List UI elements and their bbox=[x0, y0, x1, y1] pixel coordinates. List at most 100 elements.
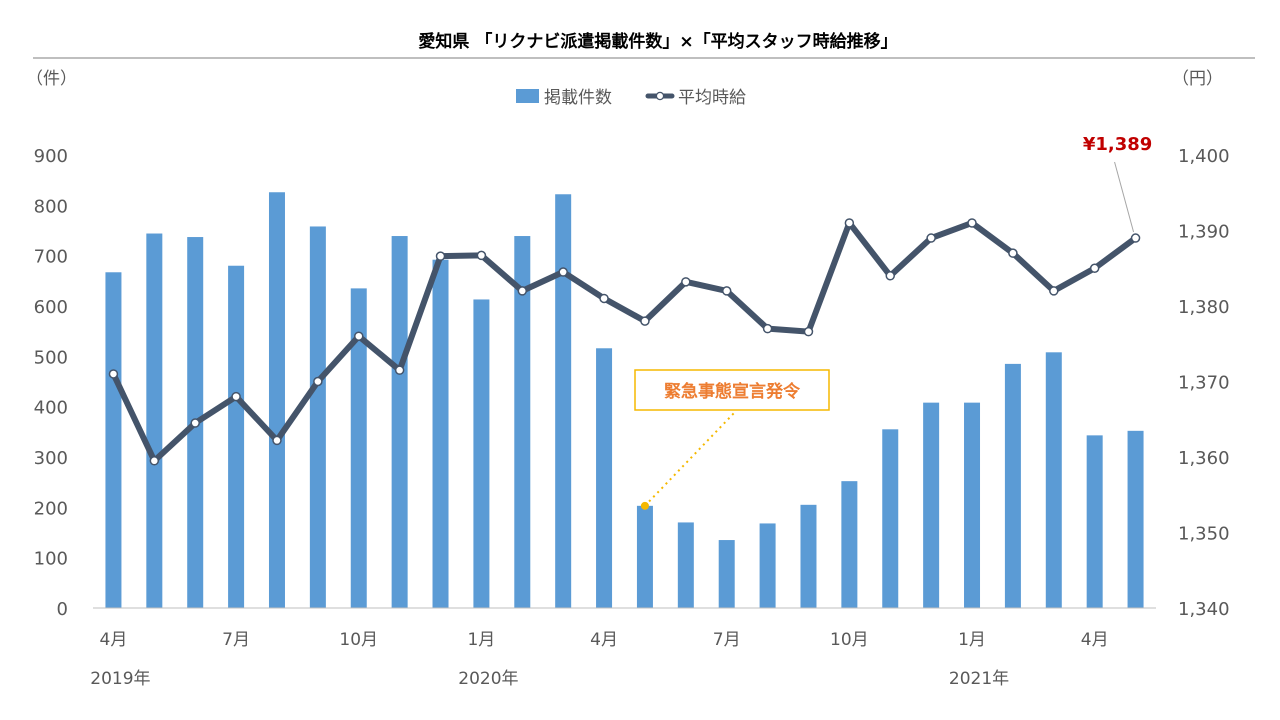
annotations: ¥1,389 緊急事態宣言発令 bbox=[634, 134, 1152, 510]
legend-bar-swatch bbox=[516, 89, 539, 103]
left-tick-label: 600 bbox=[34, 297, 68, 318]
bar bbox=[923, 402, 940, 608]
bar bbox=[636, 505, 653, 608]
line-point bbox=[517, 286, 528, 296]
line-point bbox=[1089, 263, 1100, 273]
line-point bbox=[640, 316, 650, 326]
x-tick-label: 4月 bbox=[590, 630, 618, 650]
bar bbox=[1004, 363, 1021, 608]
line-point bbox=[926, 233, 936, 243]
bar bbox=[105, 272, 122, 608]
callout-label: 緊急事態宣言発令 bbox=[664, 381, 801, 402]
line-point bbox=[681, 277, 691, 287]
left-tick-label: 0 bbox=[57, 599, 68, 620]
bar-series bbox=[105, 192, 1144, 608]
left-tick-label: 400 bbox=[34, 398, 68, 419]
bar bbox=[964, 402, 981, 608]
x-tick-label: 10月 bbox=[339, 630, 378, 650]
bar bbox=[350, 288, 367, 608]
line-point bbox=[394, 365, 405, 375]
bar bbox=[473, 299, 490, 608]
legend: 掲載件数 平均時給 bbox=[516, 88, 746, 108]
callout-box bbox=[634, 369, 830, 411]
bar bbox=[309, 226, 326, 608]
line-series bbox=[108, 218, 1141, 466]
bar bbox=[1127, 430, 1144, 608]
bar bbox=[718, 540, 735, 608]
bar bbox=[800, 504, 817, 608]
legend-line-marker bbox=[655, 91, 665, 101]
line-point bbox=[231, 391, 241, 402]
last-value-label: ¥1,389 bbox=[1083, 134, 1152, 155]
line-point bbox=[1049, 286, 1059, 296]
line-point bbox=[885, 271, 895, 281]
left-axis-ticks: 0 100 200 300 400 500 600 700 800 900 bbox=[34, 146, 68, 620]
right-tick-label: 1,340 bbox=[1178, 599, 1230, 620]
left-axis-unit: （件） bbox=[26, 69, 77, 89]
bar bbox=[432, 259, 449, 608]
right-tick-label: 1,380 bbox=[1178, 297, 1230, 318]
right-tick-label: 1,390 bbox=[1178, 222, 1230, 243]
legend-bar-label: 掲載件数 bbox=[544, 88, 612, 108]
right-tick-label: 1,370 bbox=[1178, 373, 1230, 394]
bar bbox=[759, 523, 776, 608]
right-axis-unit: （円） bbox=[1172, 69, 1223, 89]
bar bbox=[1045, 352, 1062, 608]
x-tick-label: 4月 bbox=[100, 630, 128, 650]
bar bbox=[596, 348, 613, 608]
right-axis-ticks: 1,340 1,350 1,360 1,370 1,380 1,390 1,400 bbox=[1178, 146, 1230, 620]
line-point bbox=[762, 323, 773, 334]
left-tick-label: 200 bbox=[34, 498, 68, 519]
left-tick-label: 100 bbox=[34, 549, 68, 570]
line-point bbox=[476, 250, 487, 261]
x-tick-label: 7月 bbox=[222, 630, 250, 650]
x-tick-label: 7月 bbox=[713, 630, 741, 650]
x-tick-label: 10月 bbox=[830, 630, 869, 650]
line-point bbox=[354, 331, 364, 341]
line-point bbox=[313, 376, 323, 387]
line-point bbox=[967, 218, 977, 228]
line-point bbox=[435, 251, 446, 261]
left-tick-label: 900 bbox=[34, 146, 68, 167]
bar bbox=[146, 233, 163, 608]
bar bbox=[391, 236, 408, 608]
x-tick-label: 1月 bbox=[467, 630, 495, 650]
line-point bbox=[844, 218, 855, 228]
x-tick-label: 4月 bbox=[1081, 630, 1109, 650]
line-point bbox=[721, 286, 732, 296]
left-tick-label: 700 bbox=[34, 247, 68, 268]
line-point bbox=[558, 267, 568, 277]
year-labels: 2019年 2020年 2021年 bbox=[90, 669, 1009, 689]
right-tick-label: 1,400 bbox=[1178, 146, 1230, 167]
line-point bbox=[803, 326, 814, 337]
bar bbox=[677, 522, 694, 608]
bar bbox=[1086, 435, 1103, 608]
x-tick-label: 1月 bbox=[958, 630, 986, 650]
line-point bbox=[190, 418, 200, 428]
legend-line-label: 平均時給 bbox=[678, 88, 746, 108]
line-point bbox=[599, 293, 609, 304]
left-tick-label: 500 bbox=[34, 347, 68, 368]
right-tick-label: 1,350 bbox=[1178, 524, 1230, 545]
x-axis-ticks: 4月 7月 10月 1月 4月 7月 10月 1月 4月 bbox=[100, 630, 1109, 650]
year-label: 2019年 bbox=[90, 669, 150, 689]
left-tick-label: 300 bbox=[34, 448, 68, 469]
line-point bbox=[272, 435, 282, 446]
bar bbox=[228, 265, 245, 608]
line-point bbox=[149, 456, 160, 466]
line-point bbox=[1008, 248, 1018, 258]
bar bbox=[555, 194, 572, 608]
year-label: 2020年 bbox=[458, 669, 518, 689]
callout-leader bbox=[644, 411, 736, 507]
bar bbox=[514, 236, 531, 608]
average-wage-line bbox=[110, 219, 1139, 464]
last-value-leader bbox=[1114, 161, 1135, 233]
year-label: 2021年 bbox=[949, 669, 1009, 689]
bar bbox=[841, 481, 858, 608]
callout-anchor bbox=[640, 501, 649, 510]
line-point bbox=[1130, 233, 1141, 243]
chart-title: 愛知県 「リクナビ派遣掲載件数」×「平均スタッフ時給推移」 bbox=[418, 31, 897, 52]
bar bbox=[882, 429, 899, 608]
right-tick-label: 1,360 bbox=[1178, 448, 1230, 469]
